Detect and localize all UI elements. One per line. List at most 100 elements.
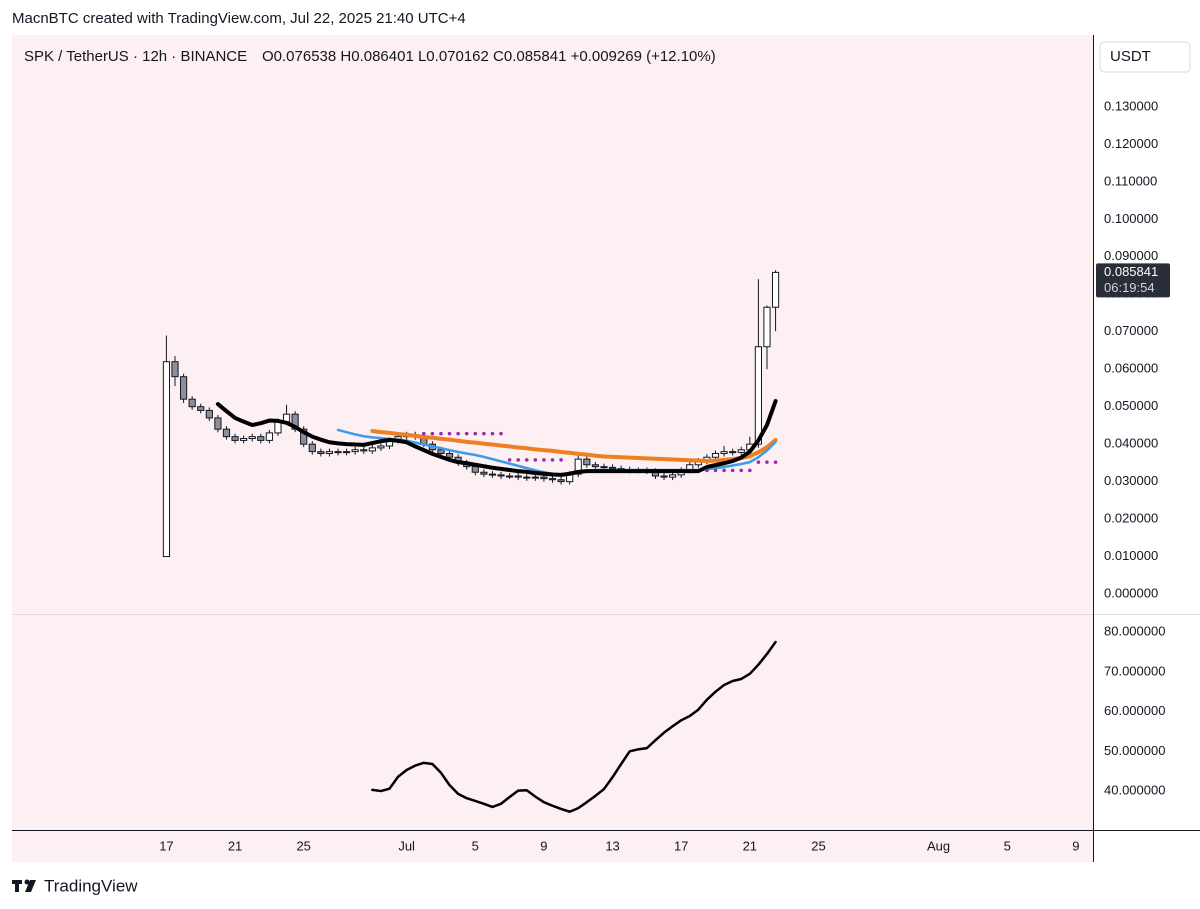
candle-body xyxy=(729,451,737,454)
candle-body xyxy=(531,476,539,479)
y-tick-label: 0.010000 xyxy=(1104,548,1158,563)
indicator-dot xyxy=(456,431,460,436)
x-tick-label: 13 xyxy=(605,838,619,853)
candle-body xyxy=(711,453,720,458)
candle-body xyxy=(471,466,479,473)
candle-body xyxy=(257,436,265,441)
candle-body xyxy=(334,451,342,454)
y-tick-label: 60.000000 xyxy=(1104,703,1165,718)
indicator-dot xyxy=(507,458,512,462)
logo xyxy=(12,879,36,892)
indicator-line xyxy=(370,429,778,464)
x-tick-label: 17 xyxy=(674,838,688,853)
symbol: SPK / TetherUS · 12h · BINANCE xyxy=(24,48,247,65)
indicator-dot xyxy=(705,468,709,473)
indicator-dot xyxy=(499,431,503,436)
candle-body xyxy=(557,479,565,483)
indicator-dot xyxy=(756,460,761,464)
indicator-dot xyxy=(430,431,435,436)
candle-body xyxy=(669,474,677,478)
y-tick-label: 0.050000 xyxy=(1104,398,1158,413)
x-tick-label: Aug xyxy=(927,838,950,853)
candle-body xyxy=(480,471,488,475)
candle-body xyxy=(343,451,351,454)
indicator-dot xyxy=(464,431,469,436)
candle-body xyxy=(248,436,256,440)
indicator-dot xyxy=(748,468,752,473)
indicator-line xyxy=(215,399,778,477)
indicator-dot xyxy=(765,460,769,464)
last-price: 0.085841 xyxy=(1104,264,1158,279)
indicator-dot xyxy=(482,431,486,436)
x-tick-label: 9 xyxy=(540,838,547,853)
indicator-dot xyxy=(559,458,563,462)
candle-body xyxy=(360,449,368,452)
candle-body xyxy=(231,436,239,441)
indicator-dot xyxy=(713,468,718,473)
candle-body xyxy=(445,453,454,458)
header: MacnBTC created with TradingView.com, Ju… xyxy=(12,10,466,27)
candle-body xyxy=(188,398,196,408)
indicator-dot xyxy=(473,431,478,436)
watermark: TradingView xyxy=(44,876,138,895)
candle-body xyxy=(754,346,762,445)
y-tick-label: 50.000000 xyxy=(1104,743,1165,758)
candle-body xyxy=(720,451,728,455)
candle-body xyxy=(240,438,248,441)
indicator-line xyxy=(371,640,777,813)
x-tick-label: 9 xyxy=(1072,838,1079,853)
y-tick-label: 0.120000 xyxy=(1104,136,1158,151)
candle-body xyxy=(171,361,179,378)
x-tick-label: 5 xyxy=(1004,838,1011,853)
x-tick-label: 25 xyxy=(296,838,310,853)
candle-body xyxy=(368,447,376,452)
y-tick-label: 0.020000 xyxy=(1104,511,1158,526)
candle-body xyxy=(197,406,205,411)
indicator-dot xyxy=(533,458,538,462)
x-tick-label: 5 xyxy=(472,838,479,853)
panel-background xyxy=(12,35,1093,862)
candle-body xyxy=(162,361,171,558)
indicator-dot xyxy=(542,458,546,462)
candle-body xyxy=(265,432,273,441)
indicator-dot xyxy=(447,431,452,436)
candle-body xyxy=(600,466,608,469)
y-tick-label: 0.070000 xyxy=(1104,323,1158,338)
x-tick-label: 17 xyxy=(159,838,173,853)
candle-body xyxy=(591,464,599,468)
last-price-box xyxy=(1096,263,1170,298)
y-tick-label: 80.000000 xyxy=(1104,624,1165,639)
indicator-dot xyxy=(730,468,735,473)
y-tick-label: 0.000000 xyxy=(1104,585,1158,600)
x-tick-label: 21 xyxy=(743,838,757,853)
indicator-dot xyxy=(550,458,555,462)
ohlc: O0.076538 H0.086401 L0.070162 C0.085841 … xyxy=(262,48,716,65)
candle-body xyxy=(325,451,334,455)
x-tick-label: 21 xyxy=(228,838,242,853)
candle-body xyxy=(506,475,514,478)
candle-body xyxy=(488,473,497,476)
x-tick-label: 25 xyxy=(811,838,825,853)
y-tick-label: 70.000000 xyxy=(1104,663,1165,678)
y-tick-label: 0.090000 xyxy=(1104,248,1158,263)
indicator-dot xyxy=(773,460,778,464)
candle-body xyxy=(300,428,308,445)
candle-body xyxy=(540,476,548,480)
y-tick-label: 40.000000 xyxy=(1104,782,1165,797)
y-tick-label: 0.130000 xyxy=(1104,98,1158,113)
candle-body xyxy=(608,466,617,469)
indicator-dot xyxy=(439,431,443,436)
y-tick-label: 0.100000 xyxy=(1104,211,1158,226)
currency-box[interactable] xyxy=(1099,41,1191,73)
indicator-dot xyxy=(422,431,426,436)
x-tick-label: Jul xyxy=(398,838,415,853)
indicator-dot xyxy=(490,431,495,436)
candle-body xyxy=(583,458,591,466)
candle-body xyxy=(771,271,780,308)
candle-body xyxy=(214,417,222,430)
candle-body xyxy=(497,474,505,477)
candle-body xyxy=(205,409,213,419)
currency[interactable]: USDT xyxy=(1110,48,1151,65)
candle-body xyxy=(737,449,745,453)
